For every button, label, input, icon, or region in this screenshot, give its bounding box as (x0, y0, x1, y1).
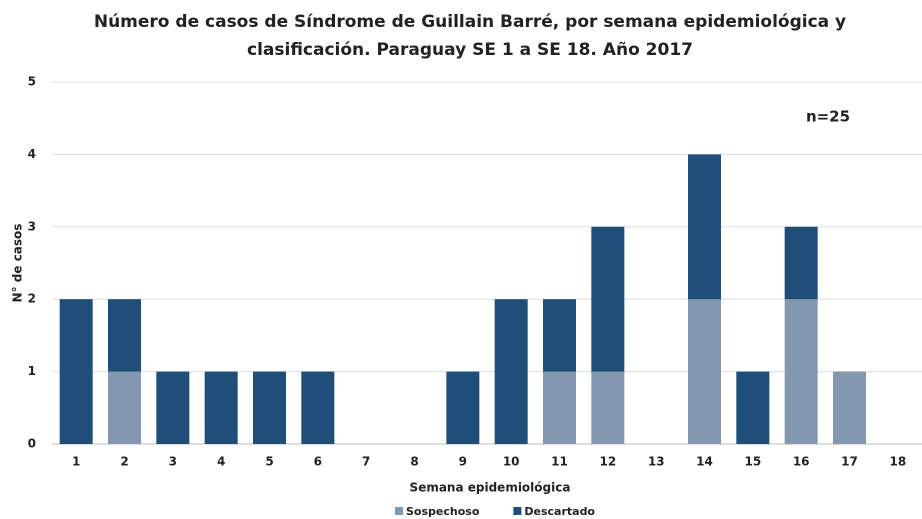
x-tick-label: 10 (503, 455, 520, 469)
x-tick-label: 2 (120, 455, 128, 469)
y-tick-label: 2 (28, 292, 36, 306)
x-tick-label: 8 (410, 455, 418, 469)
x-axis-label: Semana epidemiológica (410, 481, 571, 495)
bar-segment (784, 226, 818, 300)
x-tick-label: 9 (459, 455, 467, 469)
bar-segment (688, 154, 721, 300)
x-tick-label: 3 (169, 455, 177, 469)
bar-segment (301, 371, 335, 444)
x-tick-label: 13 (648, 455, 665, 469)
bar-segment (688, 299, 721, 444)
y-tick-label: 0 (28, 437, 36, 451)
bar-segment (108, 299, 141, 372)
bar-segment (494, 299, 528, 444)
x-tick-label: 11 (551, 455, 568, 469)
chart-title: Número de casos de Síndrome de Guillain … (94, 12, 846, 32)
x-tick-label: 15 (744, 455, 761, 469)
bar-segment (543, 371, 576, 444)
bar-segment (784, 299, 818, 444)
bar-segment (59, 299, 93, 444)
x-tick-label: 17 (841, 455, 858, 469)
bar-segment (204, 371, 238, 444)
y-tick-label: 3 (28, 219, 36, 233)
y-tick-label: 5 (28, 75, 36, 89)
legend-label: Descartado (524, 505, 595, 518)
y-axis-label: N° de casos (11, 224, 25, 303)
x-tick-label: 18 (889, 455, 906, 469)
bar-segment (833, 371, 866, 444)
legend-swatch (513, 507, 522, 515)
x-tick-label: 12 (599, 455, 616, 469)
x-tick-label: 7 (362, 455, 370, 469)
annotation: n=25 (806, 108, 850, 126)
legend-label: Sospechoso (406, 505, 480, 518)
bar-segment (591, 371, 625, 444)
x-tick-label: 1 (72, 455, 80, 469)
x-tick-label: 5 (265, 455, 273, 469)
x-tick-label: 14 (696, 455, 713, 469)
bar-segment (108, 371, 141, 444)
x-tick-label: 4 (217, 455, 225, 469)
bar-segment (446, 371, 480, 444)
bar-segment (253, 371, 286, 444)
x-tick-label: 6 (314, 455, 322, 469)
bar-segment (736, 371, 770, 444)
bar-segment (591, 226, 625, 372)
x-tick-label: 16 (793, 455, 810, 469)
bar-segment (543, 299, 576, 372)
chart-title: clasificación. Paraguay SE 1 a SE 18. Añ… (247, 40, 693, 60)
y-tick-label: 1 (28, 364, 36, 378)
legend-swatch (395, 507, 403, 515)
y-tick-label: 4 (28, 147, 36, 161)
bar-segment (156, 371, 190, 444)
